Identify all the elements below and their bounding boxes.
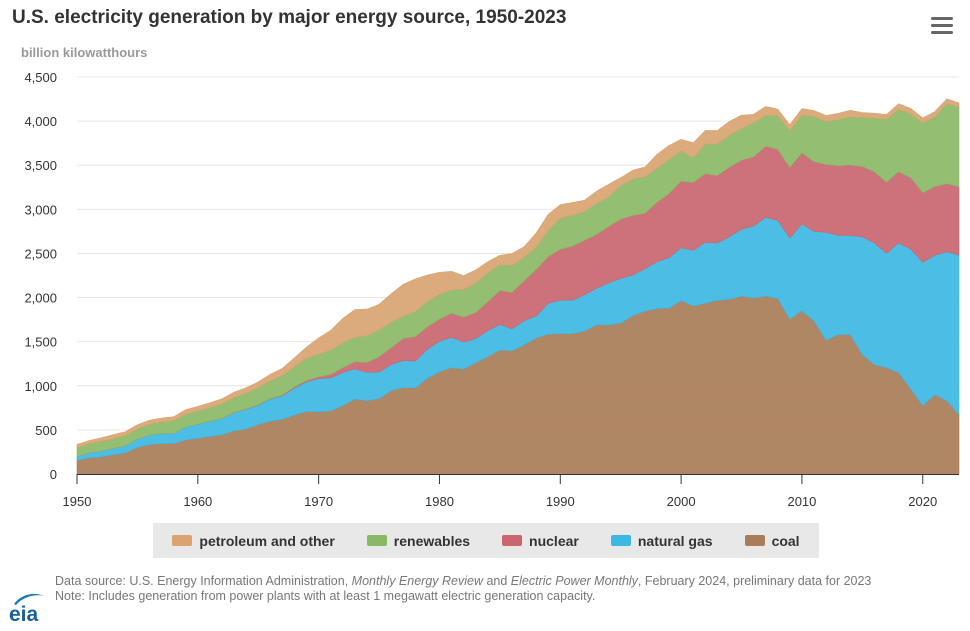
chart-plot: billion kilowatthours 1950 1960 1970 1980 19… <box>21 45 960 509</box>
chart-title: U.S. electricity generation by major ene… <box>12 7 567 28</box>
menu-bar <box>931 31 953 34</box>
legend: petroleum and other renewables nuclear n… <box>153 523 819 558</box>
capacity-note: Note: Includes generation from power pla… <box>55 589 596 603</box>
source-and: and <box>482 574 511 588</box>
legend-swatch-nuclear <box>502 535 523 546</box>
y-tick-label: 4,000 <box>24 114 57 129</box>
legend-label-petroleum: petroleum and other <box>199 532 335 549</box>
legend-label-nuclear: nuclear <box>529 532 579 549</box>
x-tick-label: 1990 <box>546 494 575 509</box>
stacked-areas <box>76 98 960 475</box>
y-tick-label: 3,500 <box>24 158 57 173</box>
legend-swatch-renewables <box>366 535 387 546</box>
source-publication-1: Monthly Energy Review <box>351 574 483 588</box>
eia-logo-swoosh <box>14 593 44 605</box>
legend-item-renewables[interactable]: renewables <box>366 532 471 549</box>
hamburger-menu-icon[interactable] <box>929 17 955 39</box>
y-tick-label: 1,500 <box>24 335 57 350</box>
legend-swatch-natural-gas <box>610 535 631 546</box>
y-tick-label: 3,000 <box>24 202 57 217</box>
area-petroleum-and-other[interactable] <box>76 98 960 448</box>
y-tick-label: 2,000 <box>24 291 57 306</box>
legend-item-coal[interactable]: coal <box>744 532 800 549</box>
legend-label-coal: coal <box>771 532 800 549</box>
eia-logo[interactable]: eia <box>8 592 48 624</box>
y-tick-label: 1,000 <box>24 379 57 394</box>
y-tick-label: 2,500 <box>24 246 57 261</box>
x-axis: 1950 1960 1970 1980 1990 2000 2010 2020 <box>63 474 959 509</box>
menu-bar <box>931 24 953 27</box>
x-tick-label: 2000 <box>667 494 696 509</box>
source-prefix: Data source: U.S. Energy Information Adm… <box>55 574 352 588</box>
legend-swatch-petroleum <box>172 535 193 546</box>
y-tick-label: 4,500 <box>24 70 57 85</box>
menu-bar <box>931 17 953 20</box>
x-tick-label: 1960 <box>183 494 212 509</box>
x-tick-label: 1950 <box>63 494 92 509</box>
legend-item-natural-gas[interactable]: natural gas <box>610 532 713 549</box>
y-tick-label: 500 <box>35 423 57 438</box>
legend-swatch-coal <box>744 535 765 546</box>
y-tick-label: 0 <box>50 467 57 482</box>
x-tick-label: 1980 <box>425 494 454 509</box>
legend-label-renewables: renewables <box>393 532 471 549</box>
legend-item-petroleum[interactable]: petroleum and other <box>172 532 335 549</box>
y-axis-unit-label: billion kilowatthours <box>21 45 147 60</box>
legend-item-nuclear[interactable]: nuclear <box>502 533 579 549</box>
x-tick-label: 1970 <box>304 494 333 509</box>
y-axis: 0 500 1,000 1,500 2,000 2,500 3,000 3,500 4,000 4… <box>24 70 57 482</box>
x-tick-label: 2020 <box>908 494 937 509</box>
eia-logo-text: eia <box>9 603 39 624</box>
legend-label-natural-gas: natural gas <box>637 532 713 549</box>
data-source-line: Data source: U.S. Energy Information Adm… <box>55 574 935 589</box>
source-publication-2: Electric Power Monthly <box>510 574 638 588</box>
x-tick-label: 2010 <box>787 494 816 509</box>
source-note: Data source: U.S. Energy Information Adm… <box>55 574 935 604</box>
source-suffix: , February 2024, preliminary data for 20… <box>637 574 872 588</box>
